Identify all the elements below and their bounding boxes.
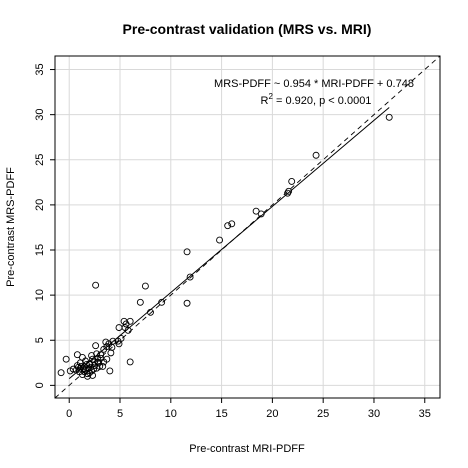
data-point — [312, 151, 320, 159]
data-point — [62, 355, 70, 363]
data-point — [186, 273, 194, 281]
r2-symbol: R — [261, 95, 269, 107]
data-points — [57, 113, 393, 380]
data-point — [92, 342, 100, 350]
regression-line — [68, 107, 390, 379]
data-point — [288, 177, 296, 185]
x-tick-label: 5 — [117, 408, 123, 420]
chart-title: Pre-contrast validation (MRS vs. MRI) — [123, 21, 372, 37]
data-point — [89, 371, 97, 379]
data-point — [285, 187, 293, 195]
data-point — [76, 364, 84, 372]
data-point — [100, 358, 108, 366]
y-tick-label: 25 — [34, 154, 46, 166]
y-tick-label: 0 — [34, 382, 46, 388]
data-point — [224, 222, 232, 230]
x-tick-label: 25 — [317, 408, 329, 420]
data-point — [257, 210, 265, 218]
data-point — [92, 281, 100, 289]
data-point — [284, 189, 292, 197]
data-point — [385, 113, 393, 121]
data-point — [72, 366, 80, 374]
r-squared-label: R2 = 0.920, p < 0.0001 — [261, 92, 372, 107]
data-point — [107, 349, 115, 357]
x-tick-label: 30 — [368, 408, 380, 420]
y-tick-label: 10 — [34, 289, 46, 301]
data-point — [102, 338, 110, 346]
data-point — [115, 324, 123, 332]
y-tick-label: 20 — [34, 199, 46, 211]
data-point — [228, 220, 236, 228]
x-axis: 0 5 10 15 20 25 30 35 — [66, 398, 431, 420]
data-point — [126, 358, 134, 366]
data-point — [147, 308, 154, 316]
y-tick-label: 30 — [34, 109, 46, 121]
x-tick-label: 35 — [419, 408, 431, 420]
data-point — [100, 345, 108, 353]
data-point — [122, 320, 130, 328]
y-tick-label: 35 — [34, 63, 46, 75]
data-point — [73, 351, 81, 359]
data-point — [158, 298, 166, 306]
x-tick-label: 10 — [165, 408, 177, 420]
y-axis: 0 5 10 15 20 25 30 35 — [34, 63, 55, 388]
data-point — [183, 248, 191, 256]
data-point — [108, 344, 116, 351]
data-point — [57, 369, 65, 377]
data-point — [79, 364, 87, 372]
data-point — [136, 298, 144, 306]
x-tick-label: 0 — [66, 408, 72, 420]
data-point — [141, 282, 149, 290]
plot-frame — [54, 55, 441, 399]
x-tick-label: 15 — [215, 408, 227, 420]
y-tick-label: 15 — [34, 244, 46, 256]
data-point — [94, 354, 102, 362]
r2-value: = 0.920, p < 0.0001 — [273, 95, 371, 107]
data-point — [88, 352, 96, 360]
data-point — [99, 362, 107, 370]
data-point — [183, 299, 191, 307]
equation-label: MRS-PDFF ~ 0.954 * MRI-PDFF + 0.748 — [214, 78, 414, 90]
data-point — [117, 334, 125, 342]
data-point — [124, 326, 132, 334]
grid-lines — [55, 56, 440, 398]
data-point — [106, 367, 114, 375]
r2-exponent: 2 — [269, 92, 274, 101]
data-point — [216, 236, 224, 244]
x-axis-title: Pre-contrast MRI-PDFF — [189, 443, 305, 455]
x-tick-label: 20 — [266, 408, 278, 420]
y-tick-label: 5 — [34, 337, 46, 343]
data-point — [96, 362, 104, 370]
data-point — [95, 359, 103, 367]
y-axis-title: Pre-contrast MRS-PDFF — [5, 167, 17, 287]
data-point — [86, 361, 93, 369]
regression-line-path — [68, 107, 390, 379]
